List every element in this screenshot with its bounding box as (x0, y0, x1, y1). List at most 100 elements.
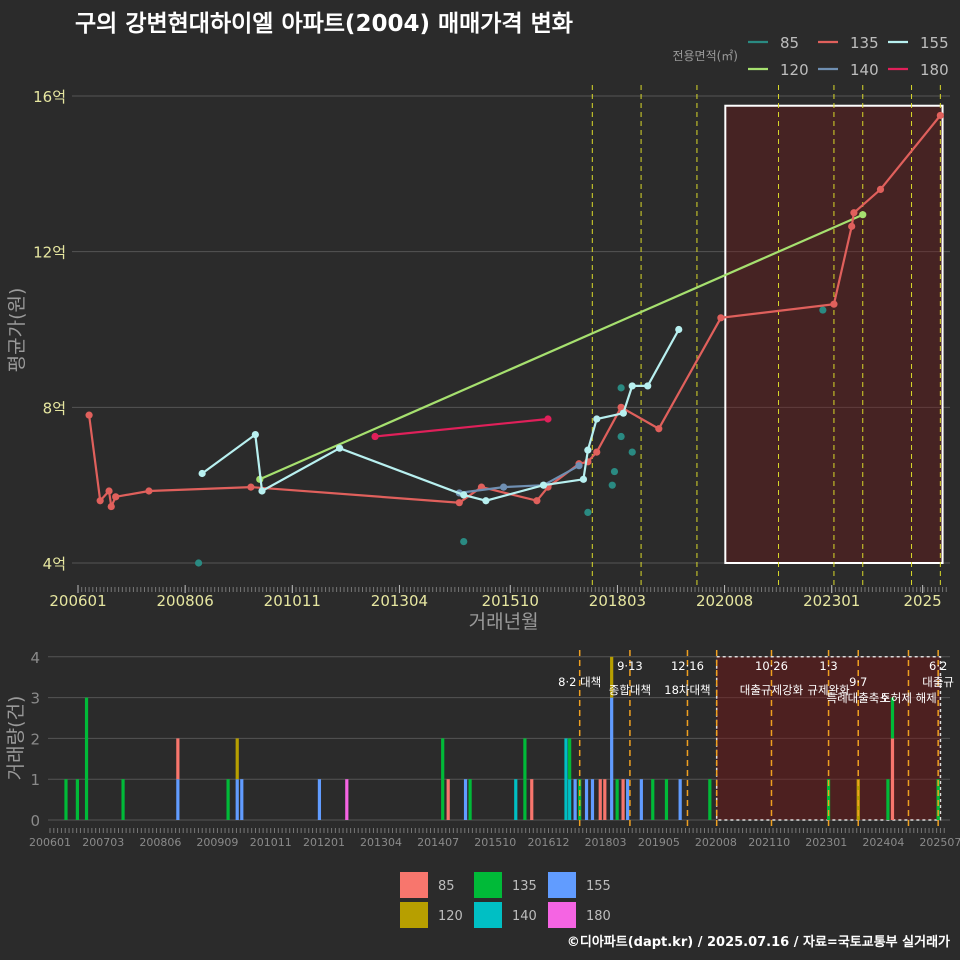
volume-bar-135 (890, 697, 895, 739)
data-point-155 (460, 491, 468, 499)
data-point-135 (112, 493, 120, 501)
policy-annotation: 18차대책 (664, 683, 710, 697)
policy-annotation: 종합대책 (609, 683, 651, 697)
legend-label-85: 85 (780, 34, 799, 52)
data-point-155 (482, 497, 490, 505)
data-point-135 (593, 448, 601, 456)
x-tick-label: 200601 (49, 592, 106, 610)
data-point-155 (258, 487, 266, 495)
volume-bar-85 (176, 738, 180, 780)
price-chart: 4억 8억 12억 16억 200601 200806 201011 201304 201510… (6, 85, 950, 633)
data-point-135 (617, 403, 625, 411)
legend-label-155: 155 (920, 34, 949, 52)
vol-x-tick-label: 202110 (748, 836, 790, 849)
vol-legend-swatch-140 (474, 902, 502, 928)
data-point-155 (335, 444, 344, 452)
vol-legend-label-135: 135 (512, 879, 537, 894)
volume-bar-85 (603, 779, 607, 820)
x-tick-label: 201510 (482, 592, 539, 610)
volume-bar-155 (626, 779, 630, 820)
legend-label-140: 140 (850, 61, 879, 79)
volume-bar-155 (584, 779, 589, 820)
volume-bar-180 (345, 779, 349, 820)
volume-bar-155 (463, 779, 468, 820)
data-point-155 (644, 382, 652, 390)
vol-y-tick-label: 1 (30, 771, 40, 789)
data-point-135 (247, 483, 255, 491)
data-point-135 (107, 502, 115, 511)
policy-annotation: 특례대출축소 (826, 691, 889, 705)
policy-annotation: 1·3 (819, 659, 837, 673)
volume-bar-155 (176, 779, 180, 820)
volume-bar-135 (523, 779, 527, 820)
vol-x-tick-label: 201905 (638, 836, 680, 849)
volume-bar-85 (530, 779, 534, 820)
data-point-135 (105, 487, 113, 495)
volume-bar-135 (226, 779, 230, 820)
data-point-140 (575, 462, 583, 470)
vol-legend-swatch-85 (400, 872, 428, 898)
x-tick-label: 202008 (696, 592, 753, 610)
data-point-135 (96, 497, 104, 505)
volume-bar-135 (578, 779, 582, 820)
legend-label-135: 135 (850, 34, 879, 52)
volume-bar-135 (936, 779, 940, 820)
volume-bar-85 (890, 738, 895, 820)
data-point-140 (500, 483, 508, 491)
volume-bar-135 (615, 779, 619, 820)
x-tick-label: 2025 (904, 592, 942, 610)
x-tick-label: 201011 (264, 592, 321, 610)
vol-x-tick-label: 200601 (29, 836, 71, 849)
vol-x-tick-label: 200909 (196, 836, 238, 849)
data-point-135 (455, 499, 463, 507)
data-point-155 (628, 382, 636, 390)
y-tick-label: 12억 (33, 244, 66, 262)
vol-x-tick-label: 201304 (360, 836, 402, 849)
vol-x-tick-label: 201612 (527, 836, 569, 849)
vol-legend-swatch-155 (548, 872, 576, 898)
data-point-135 (848, 222, 856, 230)
volume-bar-85 (598, 779, 602, 820)
data-point-180 (544, 415, 552, 423)
volume-bar-85 (446, 779, 450, 820)
data-point-135 (876, 185, 885, 193)
data-point-180 (371, 432, 379, 441)
legend-label-120: 120 (780, 61, 809, 79)
series-line-180 (374, 417, 549, 438)
volume-bar-140 (514, 779, 518, 820)
data-point-85 (194, 559, 203, 567)
data-point-85 (610, 467, 619, 476)
volume-bar-135 (651, 779, 655, 820)
data-point-135 (717, 314, 725, 322)
data-point-155 (675, 325, 683, 334)
vol-y-tick-label: 2 (30, 730, 40, 748)
policy-annotation: 대출규제강화 (740, 683, 804, 697)
volume-bar-155 (317, 779, 322, 820)
vol-legend-swatch-120 (400, 902, 428, 928)
volume-bar-135 (523, 738, 527, 780)
vol-x-tick-label: 200703 (82, 836, 124, 849)
vol-x-tick-label: 201011 (250, 836, 292, 849)
vol-y-axis-title: 거래량(건) (5, 696, 27, 781)
policy-annotation: 9·7 (849, 675, 867, 689)
volume-bar-155 (573, 779, 577, 820)
data-point-85 (617, 432, 625, 441)
data-point-85 (460, 537, 468, 546)
policy-annotation: 10·26 (755, 659, 788, 673)
footer-credit: ©디아파트(dapt.kr) / 2025.07.16 / 자료=국토교통부 실… (566, 935, 950, 950)
data-point-155 (539, 481, 548, 489)
vol-x-tick-label: 201510 (474, 836, 516, 849)
data-point-135 (850, 209, 858, 217)
x-axis-title: 거래년월 (469, 611, 539, 633)
series-line-155 (201, 328, 680, 502)
vol-x-tick-label: 202008 (695, 836, 737, 849)
volume-bar-140 (568, 779, 572, 820)
vol-legend-swatch-135 (474, 872, 502, 898)
vol-x-tick-label: 202404 (862, 836, 904, 849)
data-point-135 (655, 425, 663, 433)
data-point-155 (619, 409, 627, 417)
volume-legend: 85 120 135 140 155 180 (400, 872, 611, 928)
policy-annotation: 6·2 (929, 659, 947, 673)
volume-bar-155 (610, 697, 614, 820)
